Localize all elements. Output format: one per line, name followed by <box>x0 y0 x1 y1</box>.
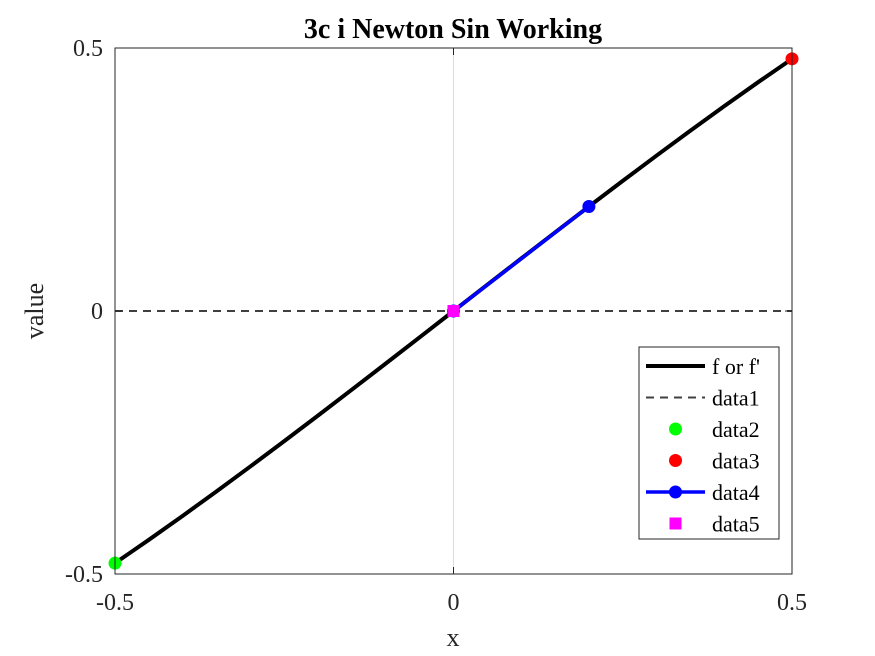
legend: f or f' data1 data2 data3 data4 data5 <box>638 346 780 540</box>
axes-layer: -0.5 0 0.5 -0.5 0 0.5 <box>65 36 807 616</box>
y-axis-label: value <box>20 283 49 339</box>
chart-title: 3c i Newton Sin Working <box>304 14 602 45</box>
legend-label: f or f' <box>712 354 760 379</box>
x-axis-label: x <box>447 623 460 652</box>
legend-swatch-marker <box>669 422 682 436</box>
series-data5-point-0 <box>447 305 460 317</box>
legend-label: data4 <box>712 480 760 505</box>
legend-swatch-marker <box>669 485 682 499</box>
x-tick-label: 0.5 <box>777 590 807 616</box>
legend-label: data2 <box>712 417 760 442</box>
legend-label: data5 <box>712 512 760 537</box>
legend-swatch-marker <box>669 517 682 530</box>
legend-label: data1 <box>712 386 760 411</box>
legend-swatch-marker <box>669 454 682 467</box>
legend-box <box>638 346 780 540</box>
y-tick-label: 0 <box>91 299 103 325</box>
series-layer <box>108 52 799 570</box>
x-tick-label: 0 <box>448 590 460 616</box>
x-tick-label: -0.5 <box>96 590 134 616</box>
series-data4-line <box>452 205 590 313</box>
y-tick-label: -0.5 <box>65 562 103 588</box>
y-tick-label: 0.5 <box>73 36 103 62</box>
series-data4-point-0 <box>582 199 596 213</box>
legend-label: data3 <box>712 449 760 474</box>
